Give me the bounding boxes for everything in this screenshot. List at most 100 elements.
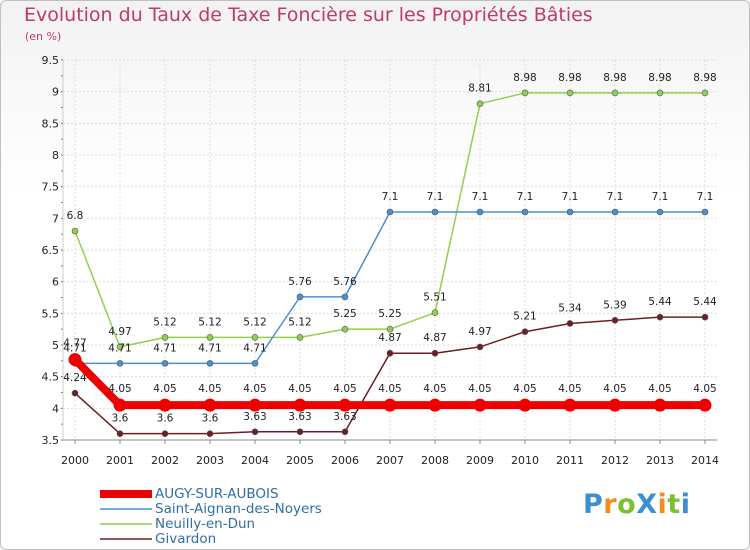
x-tick-label: 2013: [646, 454, 674, 467]
x-tick-label: 2002: [151, 454, 179, 467]
data-label-givardon: 4.87: [378, 332, 401, 344]
data-point-saint-aignan-des-noyers: [701, 208, 709, 216]
data-point-neuilly-en-dun: [161, 334, 169, 341]
data-point-augy-sur-aubois: [698, 398, 712, 412]
data-label-saint-aignan-des-noyers: 7.1: [652, 191, 669, 203]
data-label-saint-aignan-des-noyers: 5.76: [288, 276, 312, 288]
data-point-augy-sur-aubois: [473, 398, 487, 412]
data-label-givardon: 3.6: [112, 413, 129, 425]
data-label-neuilly-en-dun: 8.98: [603, 72, 626, 84]
legend-item-saint-aignan: Saint-Aignan-des-Noyers: [100, 501, 322, 517]
data-label-neuilly-en-dun: 5.12: [153, 316, 176, 328]
logo-letter: o: [617, 489, 637, 520]
data-point-neuilly-en-dun: [71, 227, 79, 235]
data-point-neuilly-en-dun: [521, 89, 529, 97]
data-label-neuilly-en-dun: 5.25: [333, 308, 356, 320]
data-label-augy-sur-aubois: 4.05: [513, 383, 536, 395]
data-point-givardon: [251, 428, 259, 436]
data-label-saint-aignan-des-noyers: 7.1: [607, 191, 624, 203]
data-point-givardon: [521, 328, 529, 336]
data-point-augy-sur-aubois: [338, 398, 352, 412]
data-label-augy-sur-aubois: 4.05: [153, 383, 176, 395]
x-tick-label: 2012: [601, 454, 629, 467]
x-tick-label: 2007: [376, 454, 404, 467]
x-tick-label: 2010: [511, 454, 539, 467]
data-point-saint-aignan-des-noyers: [206, 360, 214, 367]
data-label-givardon: 3.63: [243, 411, 266, 423]
data-label-givardon: 5.21: [513, 311, 536, 323]
data-label-augy-sur-aubois: 4.05: [198, 383, 221, 395]
data-point-neuilly-en-dun: [611, 89, 619, 97]
data-point-saint-aignan-des-noyers: [566, 208, 574, 216]
x-tick-label: 2003: [196, 454, 224, 467]
data-label-saint-aignan-des-noyers: 4.71: [243, 342, 266, 354]
data-label-augy-sur-aubois: 4.05: [648, 383, 671, 395]
data-label-givardon: 4.87: [423, 332, 446, 344]
data-label-saint-aignan-des-noyers: 7.1: [517, 191, 534, 203]
logo-letter: X: [636, 489, 658, 520]
data-point-saint-aignan-des-noyers: [251, 360, 259, 367]
data-label-neuilly-en-dun: 5.25: [378, 308, 401, 320]
y-tick-label: 7: [52, 212, 59, 225]
chart-unit-label: (en %): [25, 30, 62, 43]
x-tick-label: 2005: [286, 454, 314, 467]
data-point-augy-sur-aubois: [383, 398, 397, 412]
data-label-augy-sur-aubois: 4.05: [558, 383, 581, 395]
data-label-augy-sur-aubois: 4.05: [693, 383, 716, 395]
data-label-neuilly-en-dun: 6.8: [67, 210, 84, 222]
data-label-givardon: 3.63: [288, 411, 311, 423]
data-point-saint-aignan-des-noyers: [161, 360, 169, 367]
x-tick-label: 2014: [691, 454, 719, 467]
data-point-givardon: [431, 349, 439, 357]
x-tick-label: 2009: [466, 454, 494, 467]
data-label-givardon: 3.63: [333, 411, 356, 423]
data-point-saint-aignan-des-noyers: [431, 208, 439, 216]
data-point-augy-sur-aubois: [428, 398, 442, 412]
data-label-givardon: 5.44: [648, 296, 672, 308]
legend-label-givardon: Givardon: [155, 530, 217, 547]
logo-letter: t: [667, 489, 681, 520]
y-tick-label: 4.5: [42, 371, 60, 384]
data-label-saint-aignan-des-noyers: 4.71: [63, 342, 86, 354]
data-label-neuilly-en-dun: 4.97: [108, 326, 131, 338]
data-label-givardon: 4.97: [468, 326, 491, 338]
data-label-saint-aignan-des-noyers: 7.1: [472, 191, 489, 203]
data-label-augy-sur-aubois: 4.05: [108, 383, 131, 395]
chart-title: Evolution du Taux de Taxe Foncière sur l…: [24, 4, 593, 26]
data-point-augy-sur-aubois: [68, 353, 82, 367]
legend-swatch-augy: [100, 489, 152, 498]
x-tick-label: 2001: [106, 454, 134, 467]
y-tick-label: 7.5: [42, 181, 60, 194]
data-point-givardon: [296, 428, 304, 436]
data-label-neuilly-en-dun: 8.98: [558, 72, 581, 84]
data-label-givardon: 3.6: [157, 413, 174, 425]
x-tick-label: 2008: [421, 454, 449, 467]
data-label-neuilly-en-dun: 5.51: [423, 292, 446, 304]
logo-letter: r: [603, 489, 618, 520]
data-point-augy-sur-aubois: [518, 398, 532, 412]
data-point-saint-aignan-des-noyers: [476, 208, 484, 216]
data-label-saint-aignan-des-noyers: 7.1: [697, 191, 714, 203]
data-label-givardon: 5.34: [558, 302, 582, 314]
logo-letter: i: [680, 489, 691, 520]
logo-letter: P: [583, 489, 604, 520]
data-label-augy-sur-aubois: 4.05: [378, 383, 401, 395]
data-point-neuilly-en-dun: [206, 334, 214, 341]
legend-label-neuilly: Neuilly-en-Dun: [155, 515, 256, 532]
data-label-neuilly-en-dun: 5.12: [198, 316, 221, 328]
x-tick-label: 2011: [556, 454, 584, 467]
data-label-augy-sur-aubois: 4.05: [423, 383, 446, 395]
data-label-givardon: 5.44: [693, 296, 717, 308]
data-point-givardon: [701, 313, 709, 321]
data-point-givardon: [611, 316, 619, 324]
legend-swatch-saint-aignan: [100, 507, 152, 510]
data-point-saint-aignan-des-noyers: [656, 208, 664, 216]
data-label-saint-aignan-des-noyers: 7.1: [382, 191, 399, 203]
data-label-saint-aignan-des-noyers: 7.1: [427, 191, 444, 203]
y-tick-label: 5.5: [42, 307, 60, 320]
legend-swatch-neuilly: [100, 522, 152, 525]
data-point-neuilly-en-dun: [701, 89, 709, 97]
data-label-neuilly-en-dun: 5.12: [288, 316, 311, 328]
data-point-augy-sur-aubois: [653, 398, 667, 412]
logo-letter: i: [657, 489, 668, 520]
